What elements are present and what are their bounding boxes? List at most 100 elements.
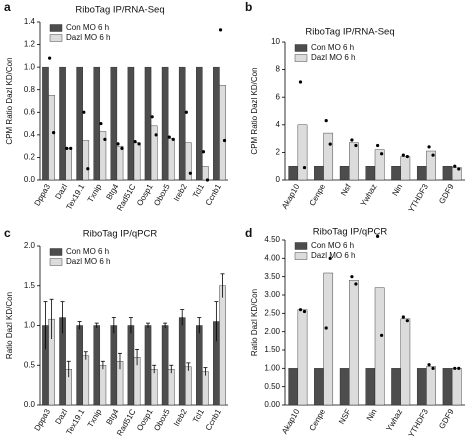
x-tick-label: Cenpe xyxy=(308,182,328,207)
bar xyxy=(82,140,90,181)
y-tick-label: 0.8 xyxy=(24,85,36,94)
bar xyxy=(323,272,334,406)
bar xyxy=(349,142,359,181)
data-point xyxy=(401,315,405,319)
bar xyxy=(442,165,453,181)
bar xyxy=(161,325,169,406)
bar xyxy=(213,66,220,181)
data-point xyxy=(328,142,332,146)
legend-swatch xyxy=(294,252,308,260)
bar xyxy=(196,325,203,406)
data-point xyxy=(405,319,409,323)
y-tick-label: 1.0 xyxy=(24,321,36,330)
panel-label: a xyxy=(4,0,11,14)
panel-label: b xyxy=(245,0,252,14)
bar xyxy=(297,124,308,181)
data-point xyxy=(302,165,307,170)
legend-label: Con MO 6 h xyxy=(311,241,354,250)
bar xyxy=(426,150,436,181)
legend-label: Dazl MO 6 h xyxy=(311,53,355,62)
bar xyxy=(391,165,401,181)
bar xyxy=(339,368,350,406)
bar xyxy=(42,66,49,181)
y-tick-label: 6 xyxy=(276,92,281,101)
legend-swatch xyxy=(49,248,63,256)
data-point xyxy=(350,138,354,142)
y-tick-label: 2.00 xyxy=(264,327,280,336)
bar xyxy=(93,66,101,181)
bar xyxy=(99,365,107,406)
y-tick-label: 8 xyxy=(276,65,281,74)
y-tick-label: 1.2 xyxy=(24,40,36,49)
x-tick-label: NSF xyxy=(337,407,353,425)
legend-label: Dazl MO 6 h xyxy=(66,257,110,266)
legend-swatch xyxy=(49,24,63,32)
y-tick-label: 0.6 xyxy=(24,107,36,116)
bar xyxy=(133,142,141,181)
y-tick-label: 0 xyxy=(276,175,281,184)
y-axis-label: CPM Ratio Dazl KD/Con xyxy=(5,57,14,144)
bar xyxy=(144,325,152,406)
data-point xyxy=(82,110,86,114)
x-tick-label: Ywhaz xyxy=(384,408,404,433)
data-point xyxy=(324,119,328,123)
data-point xyxy=(457,366,461,370)
x-tick-label: Dppa3 xyxy=(33,182,53,207)
data-point xyxy=(298,80,303,84)
chart-title: RiboTag IP/RNA-Seq xyxy=(305,27,394,38)
bar xyxy=(391,368,401,406)
y-tick-label: 10 xyxy=(271,37,280,46)
legend-swatch xyxy=(49,34,63,42)
bar xyxy=(196,66,203,181)
y-tick-label: 1.0 xyxy=(24,62,36,71)
legend-swatch xyxy=(49,258,63,266)
data-point xyxy=(376,143,380,148)
bar xyxy=(400,318,411,406)
x-tick-label: Nin xyxy=(390,183,404,198)
data-point xyxy=(52,131,56,135)
bar xyxy=(416,368,427,406)
y-tick-label: 0.0 xyxy=(24,400,36,409)
bar xyxy=(185,142,192,181)
x-tick-label: Dppa3 xyxy=(33,407,53,432)
data-point xyxy=(427,145,431,149)
data-point xyxy=(116,142,120,146)
chart-title: RiboTag IP/qPCR xyxy=(313,227,388,238)
legend-swatch xyxy=(294,44,308,52)
bar xyxy=(219,285,226,406)
x-tick-label: Btg4 xyxy=(104,407,120,426)
x-tick-label: Ywhaz xyxy=(359,183,379,208)
bar xyxy=(400,156,411,181)
data-point xyxy=(86,167,90,171)
data-point xyxy=(137,142,141,146)
y-tick-label: 4.00 xyxy=(264,253,280,262)
x-tick-label: GDF9 xyxy=(437,182,456,205)
x-tick-label: Ireb2 xyxy=(172,407,189,428)
x-tick-label: Obox5 xyxy=(152,182,172,207)
bar xyxy=(161,66,169,181)
y-tick-label: 2.50 xyxy=(264,308,280,317)
bar xyxy=(219,84,226,181)
y-tick-label: 0.4 xyxy=(24,130,36,139)
bar xyxy=(76,66,83,181)
data-point xyxy=(154,133,158,137)
data-point xyxy=(99,121,103,126)
x-tick-label: Cenpe xyxy=(308,407,328,432)
y-tick-label: 4 xyxy=(276,120,281,129)
bar xyxy=(202,166,209,181)
y-tick-label: 1.4 xyxy=(24,17,36,26)
bar xyxy=(178,317,186,406)
legend-label: Con MO 6 h xyxy=(66,247,109,256)
data-point xyxy=(380,333,384,337)
bar xyxy=(374,287,385,406)
bar xyxy=(127,66,135,181)
data-point xyxy=(171,137,175,141)
y-tick-label: 0.2 xyxy=(24,153,36,162)
bar xyxy=(314,368,324,406)
bar xyxy=(127,325,135,406)
legend-swatch xyxy=(294,54,308,62)
x-tick-label: YTHDF3 xyxy=(407,182,431,214)
y-tick-label: 3.00 xyxy=(264,290,280,299)
bar xyxy=(65,148,72,181)
